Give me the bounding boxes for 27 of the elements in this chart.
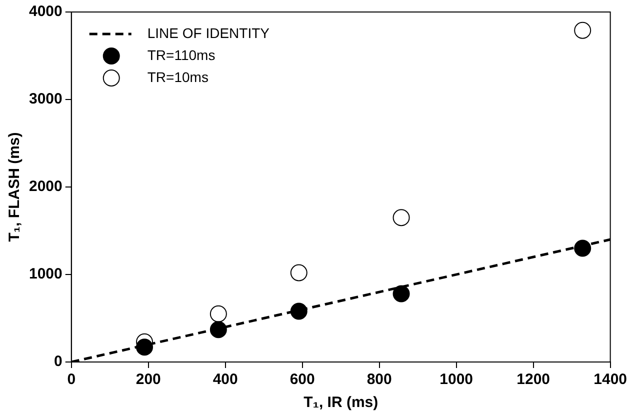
legend-label: TR=10ms — [147, 68, 208, 85]
point — [210, 305, 227, 322]
y-tick-label: 0 — [54, 353, 62, 370]
x-tick-label: 1400 — [594, 371, 628, 388]
y-axis-title: T₁, FLASH (ms) — [6, 132, 24, 242]
point — [392, 285, 410, 302]
point — [210, 321, 227, 338]
legend-label: TR=110ms — [147, 46, 216, 63]
y-tick-label: 1000 — [28, 266, 62, 283]
y-tick-label: 2000 — [28, 178, 62, 196]
point — [290, 264, 308, 282]
point — [392, 209, 410, 226]
x-tick-label: 200 — [136, 371, 161, 388]
point — [136, 338, 154, 356]
x-tick-label: 0 — [67, 371, 76, 388]
point — [574, 22, 592, 39]
x-tick-label: 800 — [366, 371, 392, 388]
point — [574, 240, 592, 257]
point — [290, 302, 308, 320]
legend-label: LINE OF IDENTITY — [147, 24, 270, 41]
x-tick-label: 1200 — [516, 371, 550, 388]
y-tick-label: 3000 — [28, 90, 62, 108]
x-tick-label: 1000 — [440, 371, 474, 388]
x-axis-title: T₁, IR (ms) — [304, 394, 378, 412]
x-tick-label: 600 — [290, 371, 315, 388]
y-tick-label: 4000 — [28, 3, 62, 20]
x-tick-label: 400 — [212, 371, 238, 388]
